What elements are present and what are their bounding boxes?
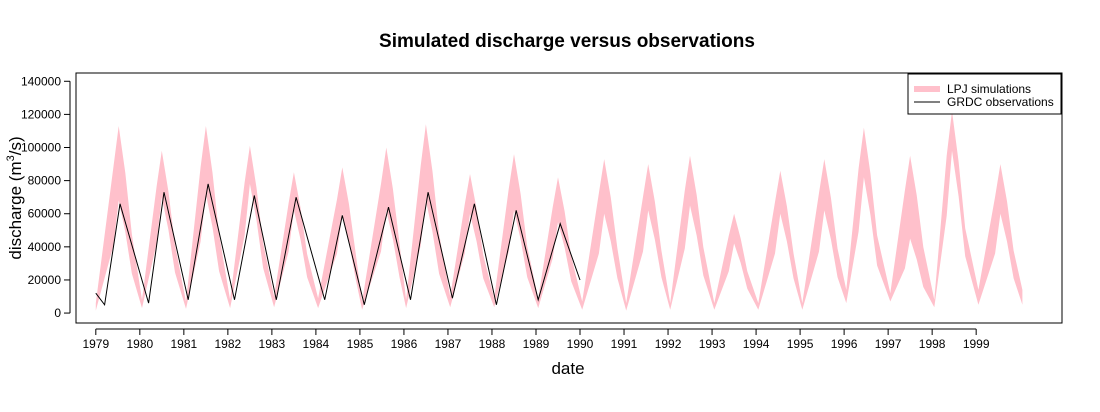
x-tick-label: 1997 <box>875 337 902 351</box>
legend-box <box>907 73 1062 115</box>
x-tick-label: 1996 <box>831 337 858 351</box>
plot-frame <box>75 72 1063 324</box>
y-axis-title-suffix: /s) <box>6 136 25 155</box>
plot-area <box>95 111 1023 311</box>
chart-title: Simulated discharge versus observations <box>379 31 755 52</box>
x-tick-label: 1980 <box>126 337 153 351</box>
y-tick-label: 100000 <box>21 141 61 155</box>
y-axis-title: discharge (m3/s) <box>5 136 25 259</box>
x-tick-label: 1991 <box>611 337 638 351</box>
x-tick-label: 1987 <box>435 337 462 351</box>
x-tick-label: 1999 <box>963 337 990 351</box>
y-tick-label: 140000 <box>21 74 61 88</box>
x-tick-label: 1984 <box>303 337 330 351</box>
legend: LPJ simulations GRDC observations <box>907 73 1062 115</box>
x-axis: 1979 1980 1981 1982 1983 1984 1985 1986 1987 1988… <box>82 328 990 351</box>
y-axis-title-superscript: 3 <box>5 155 17 161</box>
y-tick-label: 20000 <box>28 273 62 287</box>
x-tick-label: 1988 <box>479 337 506 351</box>
x-tick-label: 1992 <box>655 337 682 351</box>
x-tick-label: 1979 <box>82 337 109 351</box>
x-tick-label: 1993 <box>699 337 726 351</box>
x-tick-label: 1985 <box>347 337 374 351</box>
x-axis-title: date <box>551 359 584 378</box>
y-tick-label: 40000 <box>28 240 62 254</box>
y-axis: 0 20000 40000 60000 80000 100000 120000 140000 <box>21 74 71 320</box>
y-tick-label: 0 <box>54 306 61 320</box>
x-tick-label: 1990 <box>567 337 594 351</box>
legend-label-grdc: GRDC observations <box>947 95 1054 109</box>
x-tick-label: 1983 <box>259 337 286 351</box>
x-tick-label: 1989 <box>523 337 550 351</box>
x-tick-label: 1982 <box>215 337 242 351</box>
legend-label-lpj: LPJ simulations <box>947 82 1031 96</box>
grdc-observation-line <box>95 183 581 307</box>
x-tick-label: 1994 <box>743 337 770 351</box>
y-axis-title-prefix: discharge (m <box>6 161 25 259</box>
x-tick-label: 1981 <box>170 337 197 351</box>
y-tick-label: 80000 <box>28 174 62 188</box>
x-tick-label: 1986 <box>391 337 418 351</box>
y-tick-label: 60000 <box>28 207 62 221</box>
lpj-simulation-band <box>95 111 1023 311</box>
x-tick-label: 1998 <box>919 337 946 351</box>
x-tick-label: 1995 <box>787 337 814 351</box>
y-tick-label: 120000 <box>21 107 61 121</box>
